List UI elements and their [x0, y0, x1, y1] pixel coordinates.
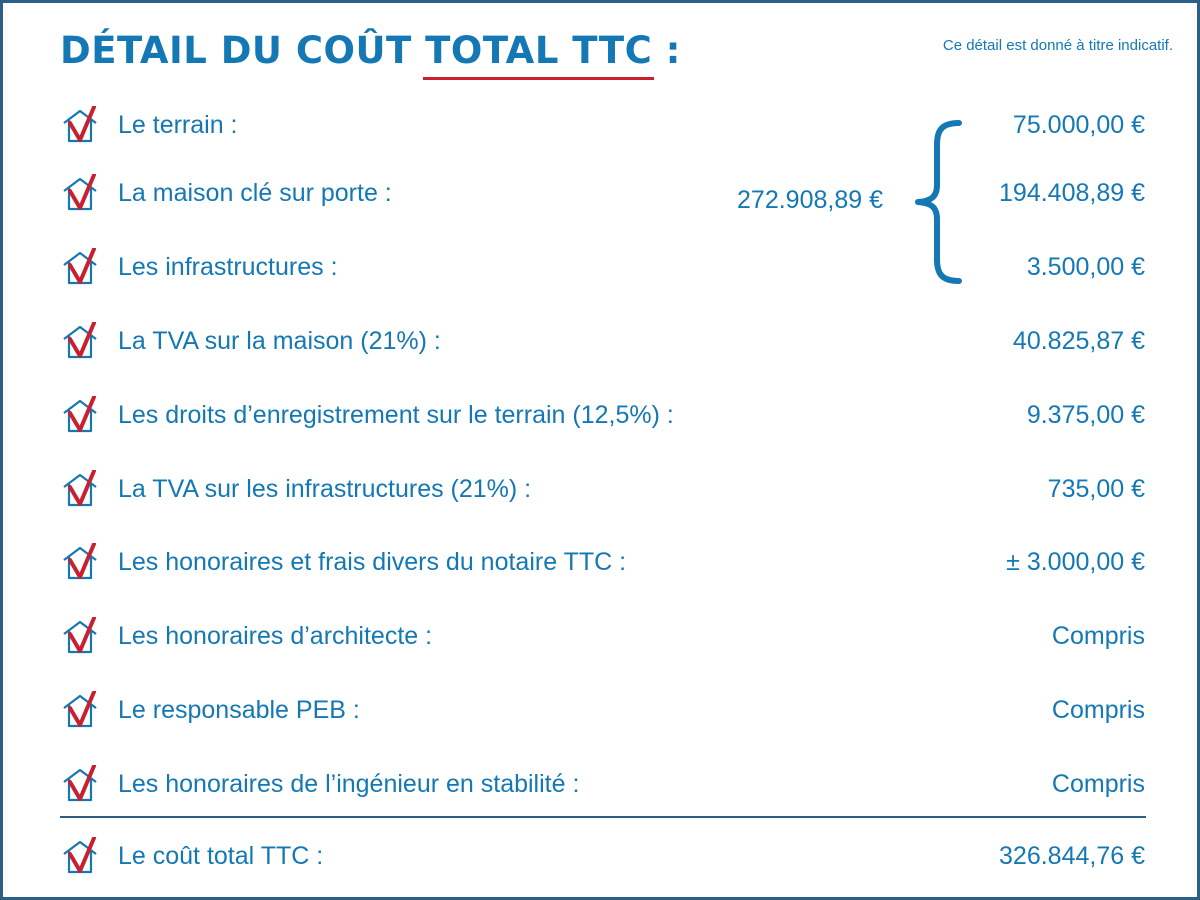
cost-row-architecte: Les honoraires d’architecte : Compris: [3, 617, 1200, 657]
house-check-icon: [63, 765, 97, 802]
house-check-icon: [63, 322, 97, 359]
house-check-icon: [63, 470, 97, 507]
total-value: 326.844,76 €: [999, 842, 1145, 870]
cost-label: Les honoraires de l’ingénieur en stabili…: [118, 770, 580, 798]
house-check-icon: [63, 837, 97, 874]
cost-value: 735,00 €: [1047, 475, 1145, 503]
cost-label: Les honoraires d’architecte :: [118, 622, 433, 650]
cost-value: 40.825,87 €: [1012, 327, 1145, 355]
house-check-icon: [63, 543, 97, 580]
cost-row-tva-maison: La TVA sur la maison (21%) : 40.825,87 €: [3, 322, 1200, 362]
house-check-icon: [63, 248, 97, 285]
house-check-icon: [63, 617, 97, 654]
title-accent: TOTAL TTC: [423, 29, 655, 80]
cost-value: ± 3.000,00 €: [1006, 548, 1145, 576]
cost-value: 75.000,00 €: [1012, 111, 1145, 139]
cost-row-notaire: Les honoraires et frais divers du notair…: [3, 543, 1200, 583]
page-title: DÉTAIL DU COÛT TOTAL TTC :: [60, 29, 681, 80]
cost-value: 194.408,89 €: [999, 179, 1145, 207]
cost-label: Le terrain :: [118, 111, 238, 139]
house-check-icon: [63, 396, 97, 433]
disclaimer-note: Ce détail est donné à titre indicatif.: [942, 37, 1173, 54]
subtotal-value: 272.908,89 €: [737, 186, 883, 214]
title-suffix: :: [652, 29, 681, 72]
cost-value: Compris: [1051, 696, 1145, 724]
cost-row-infrastructures: Les infrastructures : 3.500,00 €: [3, 248, 1200, 288]
title-prefix: DÉTAIL DU COÛT: [60, 29, 426, 72]
cost-row-ingenieur: Les honoraires de l’ingénieur en stabili…: [3, 765, 1200, 805]
cost-value: Compris: [1051, 622, 1145, 650]
cost-label: Les honoraires et frais divers du notair…: [118, 548, 627, 576]
cost-row-peb: Le responsable PEB : Compris: [3, 691, 1200, 731]
cost-label: Le responsable PEB :: [118, 696, 360, 724]
cost-label: Les infrastructures :: [118, 253, 338, 281]
cost-row-total: Le coût total TTC : 326.844,76 €: [3, 837, 1200, 877]
house-check-icon: [63, 174, 97, 211]
cost-row-tva-infrastructures: La TVA sur les infrastructures (21%) : 7…: [3, 470, 1200, 510]
cost-row-maison: La maison clé sur porte : 194.408,89 €: [3, 174, 1200, 214]
curly-brace: [915, 120, 962, 284]
cost-row-terrain: Le terrain : 75.000,00 €: [3, 106, 1200, 146]
cost-row-droits-enregistrement: Les droits d’enregistrement sur le terra…: [3, 396, 1200, 436]
cost-label: Les droits d’enregistrement sur le terra…: [118, 401, 674, 429]
total-divider: [60, 816, 1146, 818]
total-label: Le coût total TTC :: [118, 842, 324, 870]
house-check-icon: [63, 106, 97, 143]
cost-value: 3.500,00 €: [1026, 253, 1145, 281]
cost-value: Compris: [1051, 770, 1145, 798]
cost-value: 9.375,00 €: [1026, 401, 1145, 429]
cost-label: La TVA sur les infrastructures (21%) :: [118, 475, 532, 503]
cost-label: La maison clé sur porte :: [118, 179, 392, 207]
cost-label: La TVA sur la maison (21%) :: [118, 327, 441, 355]
house-check-icon: [63, 691, 97, 728]
